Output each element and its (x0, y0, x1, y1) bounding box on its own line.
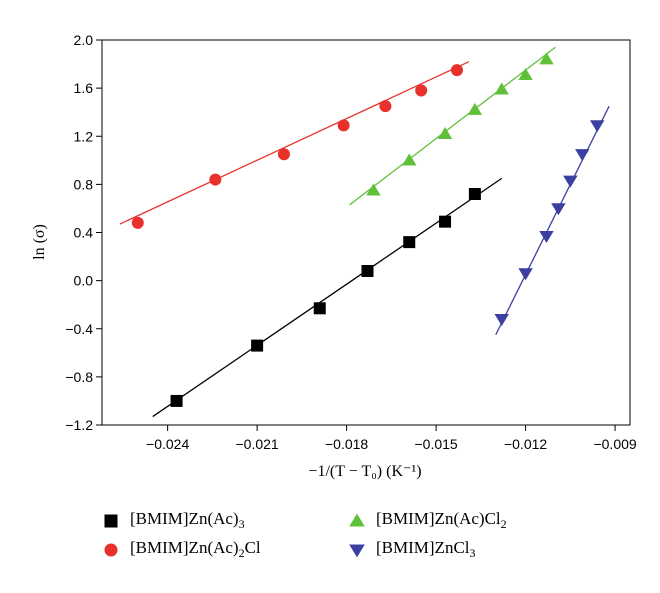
y-tick-label: −1.2 (65, 417, 93, 433)
data-point-series-3 (539, 52, 554, 65)
x-tick-label: −0.018 (325, 436, 368, 452)
data-point-series-1 (468, 188, 481, 200)
data-point-series-3 (494, 82, 509, 95)
y-tick-label: 0.0 (74, 273, 94, 289)
data-point-series-3 (518, 68, 533, 81)
data-point-series-2 (450, 64, 463, 77)
data-point-series-2 (131, 216, 144, 229)
fit-line-series-3 (349, 46, 556, 206)
x-axis-label: −1/(T − T₀) (K⁻¹) (308, 463, 421, 480)
y-axis-label: ln (σ) (31, 224, 48, 260)
data-point-series-1 (361, 265, 374, 277)
y-tick-label: 1.2 (74, 128, 94, 144)
data-point-series-1 (403, 236, 416, 249)
data-point-series-2 (415, 84, 428, 97)
y-tick-label: 0.4 (74, 225, 94, 241)
data-point-series-1 (170, 394, 183, 407)
fit-line-series-1 (152, 177, 503, 418)
data-point-series-1 (251, 339, 264, 352)
x-tick-label: −0.009 (593, 436, 636, 452)
x-axis-ticks: −0.024 −0.021 −0.018 −0.015 −0.012 −0.009 (146, 425, 637, 452)
x-tick-label: −0.012 (504, 436, 547, 452)
fit-line-series-2 (119, 61, 470, 225)
data-point-series-4 (551, 203, 566, 216)
data-point-series-4 (563, 175, 578, 188)
data-point-series-3 (402, 153, 417, 166)
data-point-series-4 (518, 268, 533, 281)
data-point-series-4 (575, 149, 590, 162)
y-tick-label: 0.8 (74, 176, 94, 192)
y-tick-label: −0.8 (65, 369, 93, 385)
x-tick-label: −0.021 (236, 436, 279, 452)
data-point-series-2 (277, 148, 290, 161)
y-tick-label: 1.6 (74, 80, 94, 96)
x-tick-label: −0.015 (414, 436, 457, 452)
data-point-series-3 (467, 102, 483, 115)
data-point-series-1 (439, 215, 452, 228)
y-axis-ticks: 2.0 1.6 1.2 0.8 0.4 0.0 −0.4 −0.8 −1.2 (65, 32, 102, 433)
data-point-series-2 (337, 119, 350, 132)
data-point-series-4 (589, 120, 605, 133)
fit-lines (119, 46, 610, 418)
y-tick-label: 2.0 (74, 32, 94, 48)
data-points (131, 52, 605, 407)
data-point-series-3 (366, 183, 381, 196)
fit-line-series-4 (495, 105, 610, 336)
y-tick-label: −0.4 (65, 321, 93, 337)
data-point-series-3 (437, 127, 453, 139)
data-point-series-2 (209, 173, 222, 186)
data-point-series-2 (379, 100, 392, 113)
data-point-series-4 (539, 230, 554, 243)
x-tick-label: −0.024 (146, 436, 189, 452)
data-point-series-4 (494, 313, 509, 326)
data-point-series-1 (313, 302, 326, 315)
